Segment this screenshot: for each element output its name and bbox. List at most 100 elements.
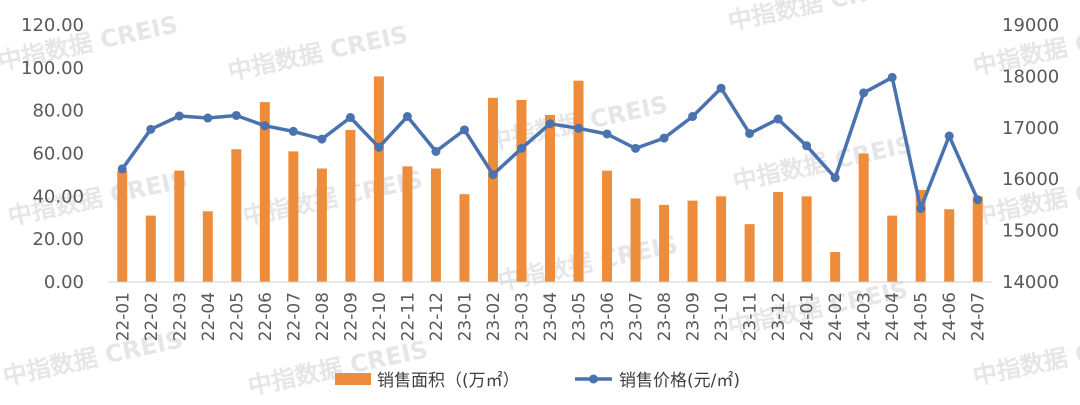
price-point-23-10 [716, 83, 726, 93]
price-point-22-02 [146, 124, 156, 134]
x-tick: 22-04 [199, 292, 219, 341]
x-tick: 22-11 [398, 292, 418, 341]
price-point-22-12 [431, 146, 441, 156]
price-point-23-01 [459, 125, 469, 135]
legend-bar-label: 销售面积（(万㎡） [377, 371, 520, 391]
watermark-text: 中指数据 CREIS [725, 0, 910, 36]
x-tick: 23-10 [712, 292, 732, 341]
bar-24-03 [858, 153, 869, 282]
x-tick: 22-07 [284, 292, 304, 341]
x-tick: 22-03 [170, 292, 190, 341]
bar-23-03 [516, 99, 527, 282]
bar-22-01 [117, 170, 128, 282]
bar-22-06 [259, 102, 270, 282]
x-tick: 23-09 [684, 292, 704, 341]
legend-line-marker [589, 374, 598, 384]
y-left-tick: 80.00 [32, 101, 84, 122]
price-point-23-03 [516, 143, 526, 153]
bar-23-10 [716, 196, 727, 282]
x-tick: 22-08 [313, 292, 333, 341]
y-left-tick: 20.00 [32, 229, 84, 250]
bar-24-01 [801, 196, 812, 282]
bar-23-11 [744, 224, 755, 282]
bar-23-06 [602, 170, 613, 282]
price-point-23-07 [631, 143, 641, 153]
price-point-22-03 [174, 111, 184, 121]
x-tick: 24-06 [940, 292, 960, 341]
bar-24-06 [944, 209, 955, 282]
bar-23-02 [487, 97, 498, 282]
y-left-tick: 100.00 [21, 58, 84, 79]
bar-22-07 [288, 151, 299, 282]
price-point-24-01 [802, 141, 812, 151]
y-right-tick: 17000 [1002, 118, 1059, 139]
x-tick: 23-11 [741, 292, 761, 341]
y-right-tick: 14000 [1002, 272, 1059, 293]
bar-22-11 [402, 166, 413, 282]
price-point-22-04 [203, 113, 213, 123]
x-tick: 24-01 [798, 292, 818, 341]
y-right-tick: 16000 [1002, 169, 1059, 190]
y-left-tick: 40.00 [32, 186, 84, 207]
x-tick: 23-07 [627, 292, 647, 341]
y-right-tick: 19000 [1002, 15, 1059, 36]
x-tick: 23-02 [484, 292, 504, 341]
legend-line-label: 销售价格(元/㎡) [619, 371, 740, 391]
price-point-22-07 [288, 126, 298, 136]
x-tick: 22-12 [427, 292, 447, 341]
x-tick: 22-09 [341, 292, 361, 341]
bar-series [117, 76, 983, 283]
x-tick: 23-01 [455, 292, 475, 341]
y-right-tick: 18000 [1002, 66, 1059, 87]
bar-23-07 [630, 198, 641, 282]
price-point-22-08 [317, 134, 327, 144]
y-left-tick: 120.00 [21, 15, 84, 36]
watermark-text: 中指数据 CREIS [225, 20, 410, 85]
x-tick: 23-12 [769, 292, 789, 341]
bar-24-02 [830, 252, 841, 282]
price-point-23-09 [688, 111, 698, 121]
x-tick: 22-10 [370, 292, 390, 341]
price-point-23-04 [545, 119, 555, 129]
price-point-22-06 [260, 121, 270, 131]
x-tick: 22-06 [256, 292, 276, 341]
bar-22-02 [145, 215, 156, 282]
line-series [117, 72, 983, 213]
bar-22-10 [373, 76, 384, 283]
left-y-axis: 0.00 20.00 40.00 60.00 80.00 100.00 120.00 [21, 15, 84, 293]
bar-23-12 [773, 192, 784, 282]
bar-23-05 [573, 80, 584, 282]
bar-23-08 [659, 204, 670, 282]
price-point-24-04 [887, 72, 897, 82]
bar-22-04 [202, 211, 213, 282]
bar-22-08 [316, 168, 327, 282]
bar-22-03 [174, 170, 185, 282]
price-point-22-10 [374, 142, 384, 152]
x-tick: 24-02 [826, 292, 846, 341]
price-point-24-02 [830, 173, 840, 183]
legend: 销售面积（(万㎡） 销售价格(元/㎡) [335, 371, 740, 391]
x-tick: 24-04 [883, 292, 903, 341]
price-point-22-11 [402, 111, 412, 121]
price-point-22-05 [231, 110, 241, 120]
price-point-23-12 [773, 114, 783, 124]
x-tick: 24-07 [969, 292, 989, 341]
bar-24-05 [915, 189, 926, 282]
right-y-axis: 14000 15000 16000 17000 18000 19000 [1002, 15, 1059, 293]
y-left-tick: 60.00 [32, 144, 84, 165]
watermark-text: 中指数据 CREIS [245, 335, 430, 400]
x-tick: 23-05 [570, 292, 590, 341]
bar-24-07 [972, 196, 983, 282]
x-tick: 23-06 [598, 292, 618, 341]
y-left-tick: 0.00 [44, 272, 84, 293]
x-tick: 22-02 [142, 292, 162, 341]
price-point-23-02 [488, 170, 498, 180]
legend-bar-swatch [335, 373, 371, 385]
x-tick: 22-01 [113, 292, 133, 341]
x-tick: 23-03 [512, 292, 532, 341]
x-tick: 24-03 [855, 292, 875, 341]
x-tick: 23-04 [541, 292, 561, 341]
bar-22-09 [345, 129, 356, 282]
price-point-23-08 [659, 133, 669, 143]
